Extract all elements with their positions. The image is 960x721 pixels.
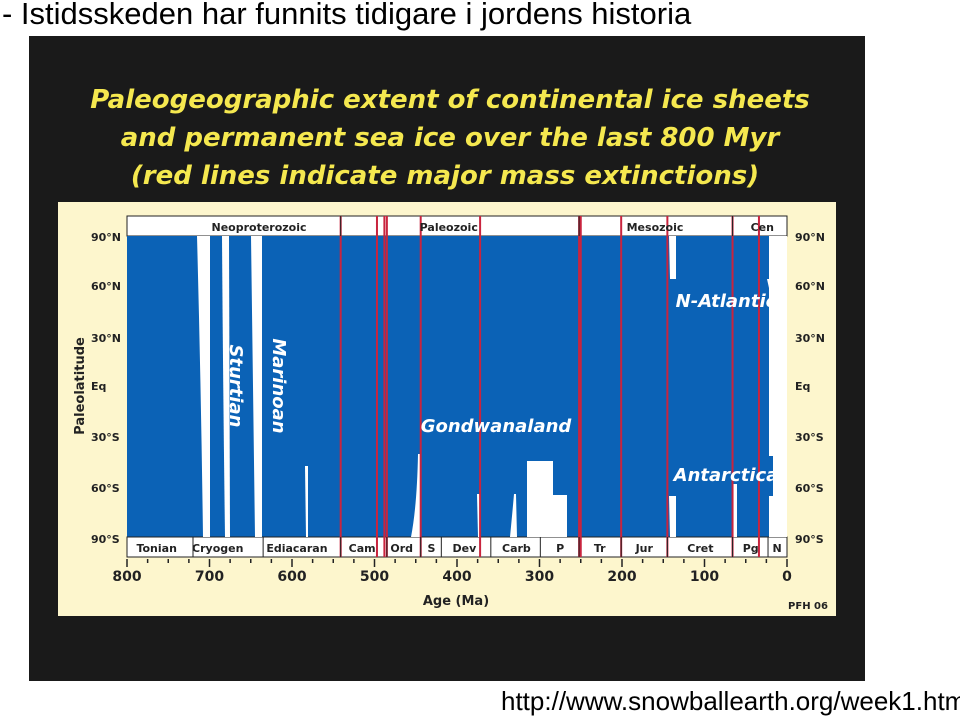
ordovician-ice [411,454,420,537]
age-tick-label: 600 [277,569,306,585]
latitude-label-right: 30°N [795,332,825,345]
age-tick-label: 400 [442,569,471,585]
latitude-label-right: 60°S [795,482,824,495]
latitude-label-left: 90°N [91,231,121,244]
era-label: Mesozoic [627,221,684,234]
latitude-label-left: 30°S [91,431,120,444]
carboniferous-ice-1 [510,494,517,537]
age-tick-label: 300 [525,569,554,585]
period-label: Cam [349,542,376,555]
latitude-label-right: Eq [795,380,810,393]
era-label: Paleozoic [420,221,478,234]
north-atlantic-ice-2 [767,279,787,306]
north-atlantic-ice-1 [669,236,676,279]
period-label: Cret [687,542,713,555]
eocene-antarctic-ice [669,496,676,537]
era-label: Neoproterozoic [211,221,306,234]
age-tick-label: 700 [195,569,224,585]
figure-header-line-2: and permanent sea ice over the last 800 … [121,123,782,153]
period-label: Tr [594,542,606,555]
period-label: P [556,542,564,555]
slide-title: - Istidsskeden har funnits tidigare i jo… [2,0,692,31]
latitude-label-right: 60°N [795,280,825,293]
source-url: http://www.snowballearth.org/week1.html [501,686,960,716]
age-tick-label: 800 [112,569,141,585]
figure-header-line-1: Paleogeographic extent of continental ic… [90,85,810,115]
y-axis-label: Paleolatitude [73,337,88,435]
latitude-label-right: 90°N [795,231,825,244]
carboniferous-permian-ice [527,461,567,537]
sturtian-ice-2 [222,236,230,537]
period-label: Carb [502,542,531,555]
x-axis-label: Age (Ma) [423,594,489,609]
latitude-label-right: 30°S [795,431,824,444]
period-label: Cryogen [192,542,243,555]
latitude-label-left: 30°N [91,332,121,345]
period-label: Pg [743,542,759,555]
era-label: Cen [751,221,774,234]
period-label: Dev [453,542,478,555]
latitude-label-left: 90°S [91,533,120,546]
sturtian-label: Sturtian [225,345,246,428]
sturtian-ice-1 [197,236,210,537]
marinoan-label: Marinoan [268,338,289,433]
age-tick-label: 200 [607,569,636,585]
gondwanaland-label: Gondwanaland [421,416,573,437]
antarctica-label: Antarctica [672,465,779,486]
period-label: Jur [635,542,654,555]
ice-extent-diagram: Paleogeographic extent of continental ic… [29,36,865,681]
age-ticks: 800 700 600 500 400 300 200 100 0 [112,559,792,585]
period-labels: Tonian Cryogen Ediacaran Cam Ord S Dev Carb P Tr J… [136,537,782,557]
period-label: Tonian [136,542,176,555]
period-label: Ediacaran [266,542,327,555]
era-labels: Neoproterozoic Paleozoic Mesozoic Cen [211,216,774,236]
antarctic-ice-small [733,484,737,537]
latitude-labels: 90°N 90°N 60°N 60°N 30°N 30°N Eq Eq 30°S 30°S 60°S… [91,231,825,546]
age-tick-label: 100 [690,569,719,585]
age-tick-label: 500 [360,569,389,585]
period-label: N [772,542,781,555]
ocean-field [127,236,787,537]
period-label: Ord [390,542,413,555]
marinoan-ice [251,236,262,537]
latitude-label-left: 60°N [91,280,121,293]
latitude-label-left: Eq [91,380,106,393]
gaskiers-ice [305,466,308,537]
latitude-label-left: 60°S [91,482,120,495]
north-atlantic-label: N-Atlantic [676,291,777,312]
figure-header-line-3: (red lines indicate major mass extinctio… [131,161,759,191]
latitude-label-right: 90°S [795,533,824,546]
extinction-lines [339,216,760,557]
period-label: S [427,542,435,555]
figure-panel: Paleogeographic extent of continental ic… [29,36,865,681]
age-tick-label: 0 [782,569,792,585]
cenozoic-ice [769,236,787,537]
author-stamp: PFH 06 [788,601,828,612]
